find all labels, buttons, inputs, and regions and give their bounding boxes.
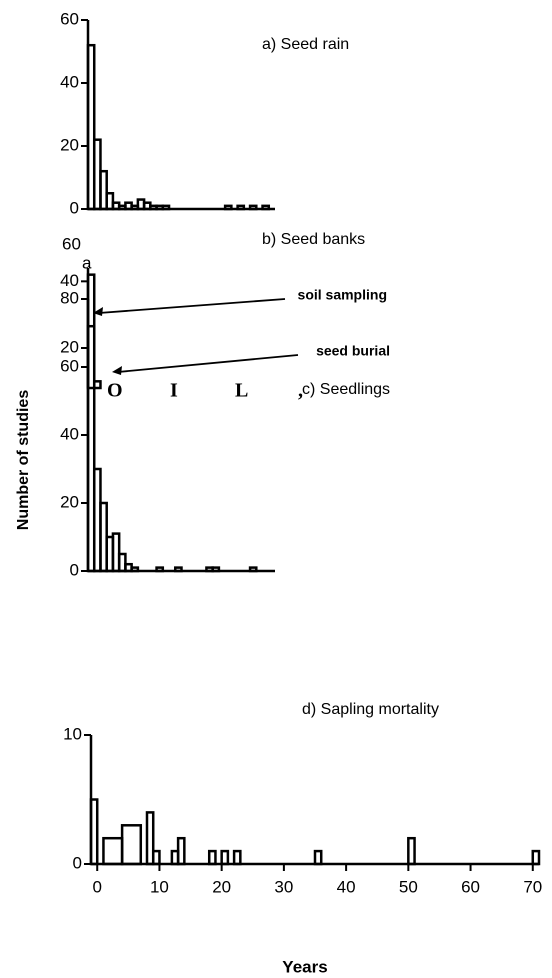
histogram-bar <box>211 566 221 573</box>
y-tick-label: 0 <box>70 560 79 579</box>
annotation: seed burial <box>316 343 390 359</box>
y-tick-label: 0 <box>73 853 82 872</box>
histogram-bar <box>220 849 230 866</box>
histogram-bar <box>151 849 161 866</box>
scan-text: a <box>82 253 92 272</box>
x-tick-label: 10 <box>150 877 169 896</box>
y-tick-label: 40 <box>60 424 79 443</box>
y-tick-label: 20 <box>60 135 79 154</box>
x-tick-label: 70 <box>523 877 542 896</box>
x-tick-label: 40 <box>337 877 356 896</box>
y-tick-label: 0 <box>70 198 79 217</box>
y-tick-label: 10 <box>63 724 82 743</box>
scan-text: , <box>298 380 303 402</box>
histogram-bar <box>117 552 127 573</box>
histogram-bar <box>261 204 271 211</box>
annotation-arrow <box>117 354 299 373</box>
histogram-bar <box>105 192 115 211</box>
histogram-bar <box>86 324 96 573</box>
y-tick-label: 60 <box>60 9 79 28</box>
histogram-bar <box>207 849 217 866</box>
y-axis-label: Number of studies <box>15 390 32 531</box>
histogram-bar <box>99 169 108 211</box>
histogram-bar <box>313 849 323 866</box>
arrow-head <box>93 307 103 316</box>
panel-title: b) Seed banks <box>262 231 365 248</box>
y-tick-label: 40 <box>60 271 79 290</box>
x-tick-label: 0 <box>92 877 101 896</box>
annotation-arrow <box>98 298 286 314</box>
x-axis-label: Years <box>282 957 327 976</box>
annotation: soil sampling <box>298 287 387 303</box>
histogram-bar <box>86 43 96 211</box>
histogram-bar <box>176 836 186 866</box>
histogram-bar <box>531 849 541 866</box>
histogram-bar <box>232 849 242 866</box>
y-tick-label: 20 <box>60 492 79 511</box>
x-tick-label: 20 <box>212 877 231 896</box>
scan-text: L <box>235 380 248 402</box>
histogram-bar <box>174 566 183 573</box>
histogram-bar <box>155 566 165 573</box>
histogram-bar <box>102 836 124 866</box>
histogram-bar <box>120 824 143 866</box>
histogram-bar <box>89 798 99 866</box>
panel-title: d) Sapling mortality <box>302 701 439 718</box>
panel-title: c) Seedlings <box>302 381 390 398</box>
histogram-bar <box>248 566 258 573</box>
histogram-bar <box>145 811 155 866</box>
panel-title: a) Seed rain <box>262 36 349 53</box>
histogram-bar <box>407 836 416 866</box>
histogram-bar <box>248 204 258 211</box>
x-tick-label: 50 <box>399 877 418 896</box>
scan-text: 60 <box>62 234 81 253</box>
scan-text: I <box>170 380 178 402</box>
histogram-bar <box>223 204 233 211</box>
arrow-head <box>112 366 122 375</box>
y-tick-label: 80 <box>60 288 79 307</box>
y-tick-label: 20 <box>60 337 79 356</box>
x-tick-label: 30 <box>274 877 293 896</box>
y-tick-label: 60 <box>60 356 79 375</box>
y-tick-label: 40 <box>60 72 79 91</box>
histogram-bar <box>236 204 246 211</box>
x-tick-label: 60 <box>461 877 480 896</box>
histogram-bar <box>161 204 171 211</box>
histogram-bar <box>111 532 121 573</box>
scan-text: O <box>107 380 123 402</box>
histogram-bar <box>130 566 140 573</box>
